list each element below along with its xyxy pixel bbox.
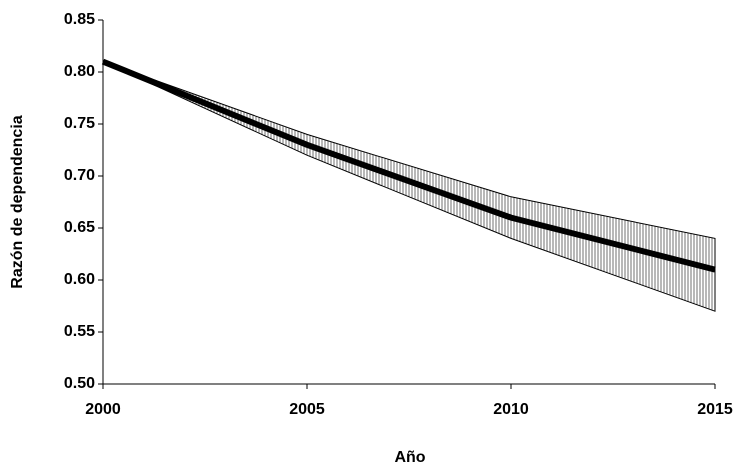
x-tick-label: 2010 — [493, 401, 529, 418]
y-tick-label: 0.80 — [64, 63, 95, 80]
series-line — [101, 58, 716, 273]
y-tick-label: 0.75 — [64, 115, 95, 132]
x-tick-label: 2005 — [289, 401, 325, 418]
x-tick-label: 2000 — [85, 401, 121, 418]
y-tick-label: 0.70 — [64, 167, 95, 184]
y-axis-label: Razón de dependencia — [9, 115, 26, 288]
y-tick-label: 0.50 — [64, 375, 95, 392]
y-tick-label: 0.65 — [64, 219, 95, 236]
y-tick-label: 0.85 — [64, 11, 95, 28]
y-tick-label: 0.60 — [64, 271, 95, 288]
x-axis-label: Año — [394, 449, 425, 466]
x-tick-label: 2015 — [697, 401, 733, 418]
y-tick-label: 0.55 — [64, 323, 95, 340]
